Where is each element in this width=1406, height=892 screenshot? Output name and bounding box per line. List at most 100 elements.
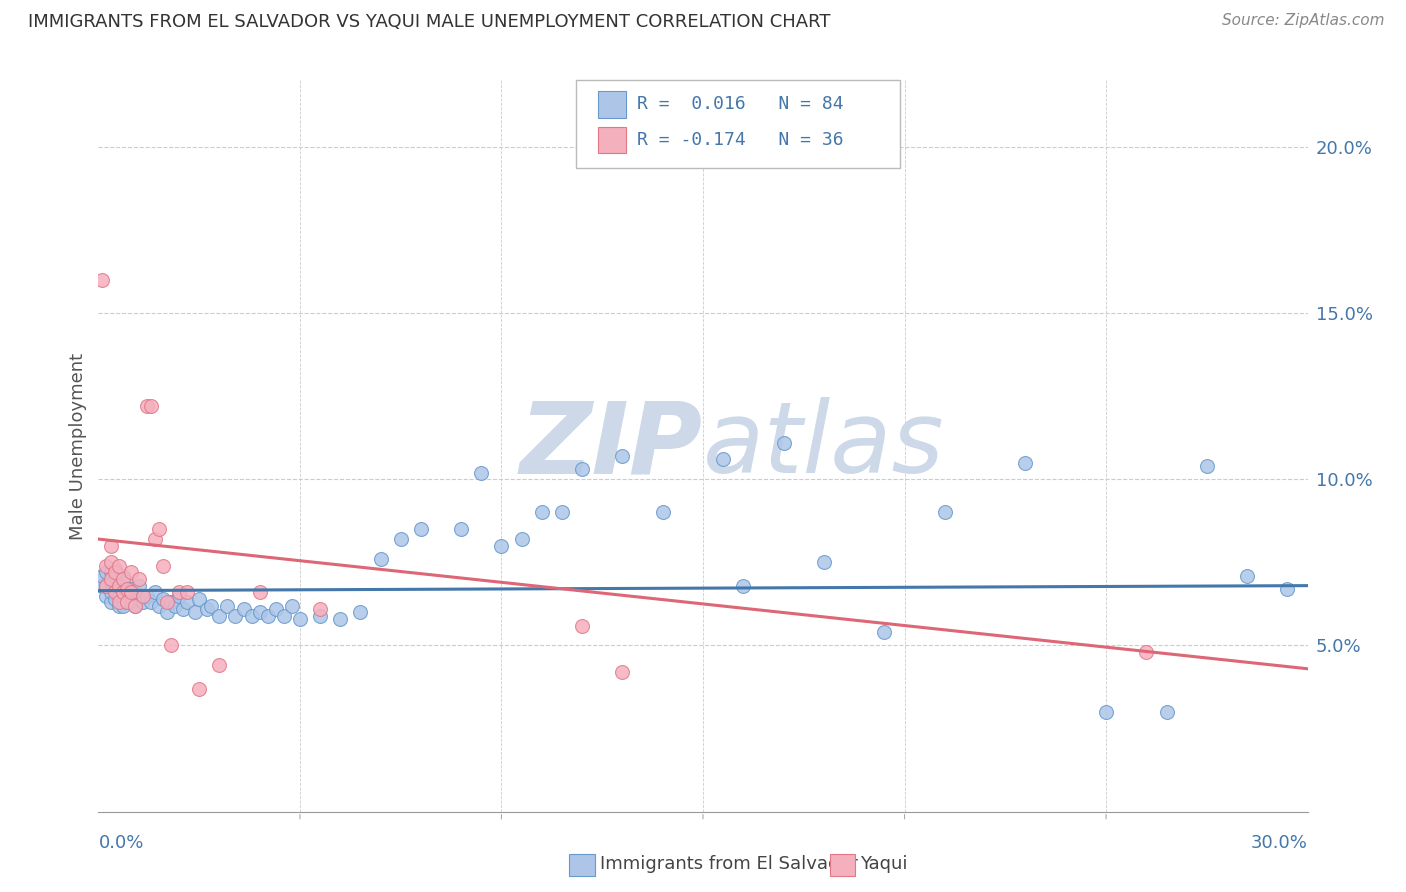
Point: [167, 589, 190, 603]
Point: [208, 608, 231, 623]
Point: [115, 595, 138, 609]
Point: [124, 585, 146, 599]
Point: [450, 522, 472, 536]
Point: [1014, 456, 1036, 470]
Point: [124, 599, 146, 613]
Point: [309, 602, 332, 616]
Point: [156, 595, 179, 609]
Text: R =  0.016   N = 84: R = 0.016 N = 84: [637, 95, 844, 113]
Point: [103, 591, 125, 606]
Point: [264, 602, 287, 616]
Point: [224, 608, 246, 623]
Point: [733, 579, 755, 593]
Point: [1277, 582, 1299, 596]
Point: [107, 599, 129, 613]
Point: [188, 681, 211, 696]
Point: [100, 539, 122, 553]
Point: [111, 589, 134, 603]
Point: [232, 602, 254, 616]
Point: [1095, 705, 1118, 719]
Point: [103, 572, 125, 586]
Point: [240, 608, 263, 623]
Point: [135, 399, 157, 413]
Point: [176, 585, 198, 599]
Point: [91, 568, 114, 582]
Point: [120, 582, 142, 596]
Point: [167, 585, 190, 599]
Point: [111, 599, 134, 613]
Point: [571, 462, 593, 476]
Point: [96, 558, 118, 573]
Point: [132, 589, 155, 603]
Point: [188, 591, 211, 606]
Point: [370, 552, 392, 566]
Point: [139, 595, 162, 609]
Point: [103, 582, 125, 596]
Text: Source: ZipAtlas.com: Source: ZipAtlas.com: [1222, 13, 1385, 29]
Point: [100, 555, 122, 569]
Y-axis label: Male Unemployment: Male Unemployment: [69, 352, 87, 540]
Point: [100, 585, 122, 599]
Point: [873, 625, 896, 640]
Point: [612, 449, 634, 463]
Point: [111, 585, 134, 599]
Point: [100, 572, 122, 586]
Point: [115, 585, 138, 599]
Point: [160, 595, 183, 609]
Point: [530, 506, 553, 520]
Point: [148, 599, 170, 613]
Point: [96, 579, 118, 593]
Point: [281, 599, 304, 613]
Point: [176, 595, 198, 609]
Point: [128, 572, 150, 586]
Point: [1135, 645, 1157, 659]
Point: [100, 566, 122, 580]
Point: [612, 665, 634, 679]
Point: [772, 435, 794, 450]
Point: [156, 605, 179, 619]
Point: [115, 582, 138, 596]
Point: [200, 599, 222, 613]
Point: [349, 605, 371, 619]
Point: [120, 566, 142, 580]
Point: [256, 608, 278, 623]
Point: [1195, 458, 1218, 473]
Point: [124, 599, 146, 613]
Point: [107, 579, 129, 593]
Point: [107, 589, 129, 603]
Point: [103, 566, 125, 580]
Point: [249, 605, 271, 619]
Point: [107, 558, 129, 573]
Point: [96, 566, 118, 580]
Point: [651, 506, 673, 520]
Point: [409, 522, 432, 536]
Point: [111, 568, 134, 582]
Point: [551, 506, 574, 520]
Point: [111, 579, 134, 593]
Point: [139, 399, 162, 413]
Point: [711, 452, 734, 467]
Point: [115, 575, 138, 590]
Point: [120, 595, 142, 609]
Point: [208, 658, 231, 673]
Point: [148, 522, 170, 536]
Point: [91, 273, 114, 287]
Point: [115, 595, 138, 609]
Text: atlas: atlas: [703, 398, 945, 494]
Point: [107, 579, 129, 593]
Point: [103, 585, 125, 599]
Point: [120, 585, 142, 599]
Point: [491, 539, 513, 553]
Text: ZIP: ZIP: [520, 398, 703, 494]
Point: [96, 579, 118, 593]
Point: [329, 612, 352, 626]
Point: [152, 591, 174, 606]
Point: [107, 568, 129, 582]
Point: [934, 506, 956, 520]
Point: [249, 585, 271, 599]
Point: [143, 532, 166, 546]
Point: [470, 466, 492, 480]
Point: [111, 572, 134, 586]
Point: [510, 532, 533, 546]
Point: [107, 595, 129, 609]
